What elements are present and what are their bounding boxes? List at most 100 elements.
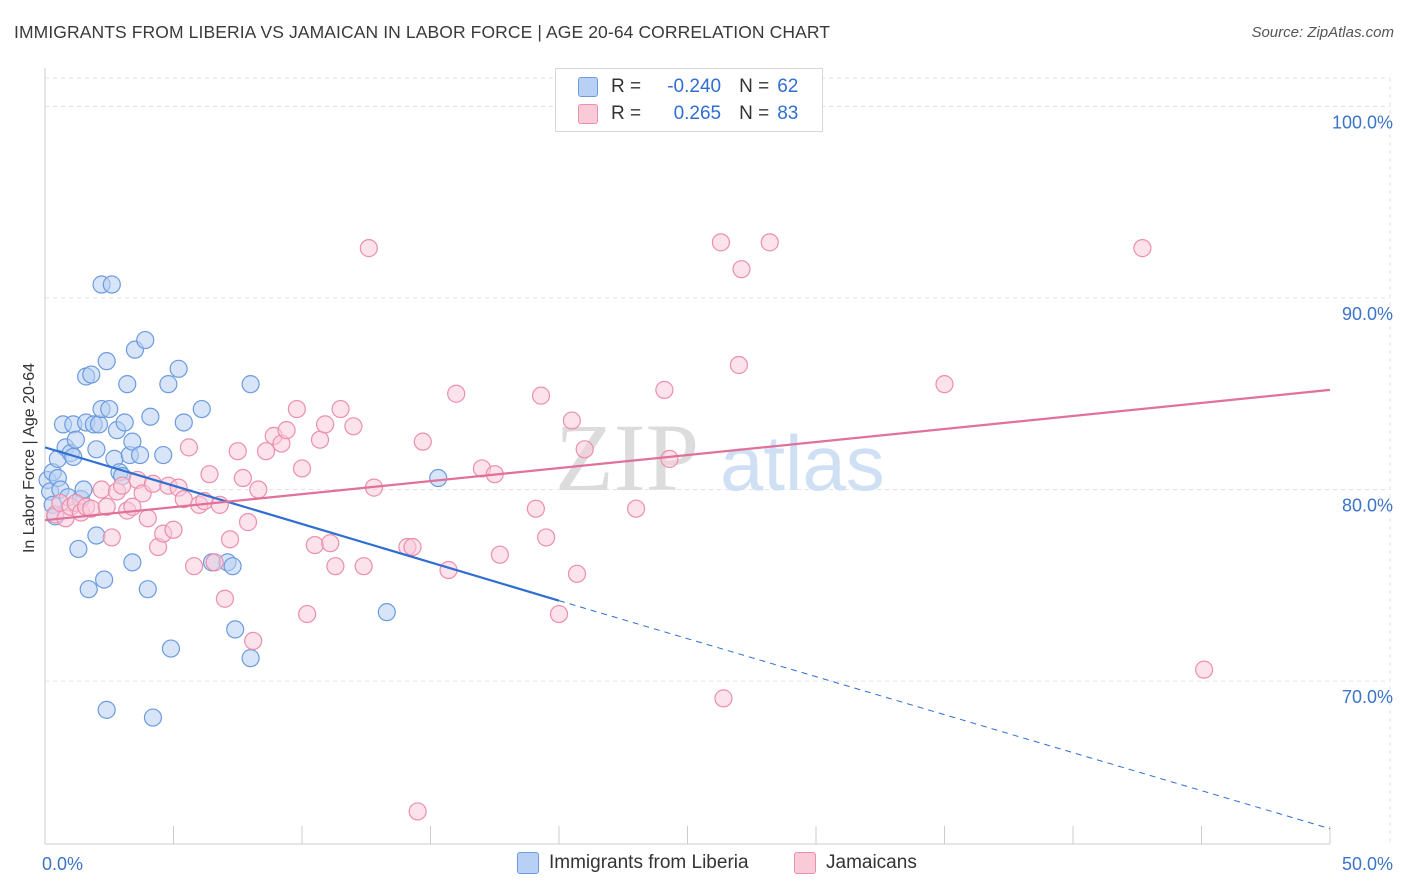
source-label: Source: ZipAtlas.com [1251,24,1394,41]
liberia-point [97,700,116,719]
liberia-point [192,399,211,419]
liberia-n-value: 62 [777,76,799,97]
liberia-point [241,375,260,394]
jamaicans-point [413,432,432,451]
y-tick-label: 80.0% [1342,496,1393,516]
jamaicans-point [292,459,312,478]
jamaicans-point [326,557,345,576]
jamaicans-point [344,417,363,436]
jamaicans-r-value: 0.265 [673,103,722,124]
jamaicans-point [732,260,751,279]
data-points [38,233,1214,821]
legend-item-liberia[interactable]: Immigrants from Liberia [517,852,749,874]
stats-row-liberia: R = -0.240 N = 62 [578,74,798,100]
liberia-legend-swatch [517,852,539,874]
jamaicans-point [729,355,749,375]
jamaicans-trend-line [44,388,1331,522]
legend-label-liberia: Immigrants from Liberia [549,852,749,873]
n-label: N = [739,76,770,97]
jamaicans-point [490,545,509,564]
liberia-point [377,603,396,622]
stats-legend: R = -0.240 N = 62 R = 0.265 N = 83 [555,68,823,132]
jamaicans-point [626,499,646,518]
jamaicans-point [359,239,378,258]
liberia-point [82,365,101,384]
jamaicans-point [562,411,581,430]
liberia-point [174,413,193,432]
jamaicans-point [354,557,373,576]
jamaicans-point [403,537,422,557]
jamaicans-point [249,480,268,499]
liberia-point [159,375,178,394]
jamaicans-point [256,442,276,461]
jamaicans-point [220,530,240,549]
jamaicans-point [164,520,183,539]
chart-title: IMMIGRANTS FROM LIBERIA VS JAMAICAN IN L… [14,22,831,42]
jamaicans-point [711,233,731,252]
jamaicans-swatch [578,104,598,124]
y-tick-label: 100.0% [1332,112,1393,132]
jamaicans-point [408,802,427,821]
jamaicans-point [567,564,587,583]
jamaicans-point [714,689,733,708]
liberia-point [79,580,98,599]
jamaicans-point [228,442,247,461]
jamaicans-point [1194,660,1214,679]
r-label: R = [611,76,642,97]
jamaicans-point [316,415,335,434]
stats-row-jamaicans: R = 0.265 N = 83 [578,101,798,127]
jamaicans-point [526,499,545,518]
liberia-point [115,413,134,432]
jamaicans-point [321,534,340,553]
liberia-point [429,468,448,488]
liberia-point [226,620,245,639]
liberia-point [136,330,155,350]
jamaicans-point [179,438,199,457]
liberia-point [169,359,188,378]
liberia-trend-line [44,446,560,602]
liberia-point [130,445,150,465]
jamaicans-point [549,604,569,624]
tick-labels: 70.0% 80.0% 90.0% 100.0% 0.0% 50.0% [42,112,1393,874]
jamaicans-point [287,399,306,419]
liberia-swatch [578,77,598,97]
x-tick-label: 50.0% [1342,854,1393,874]
liberia-point [141,407,160,426]
liberia-point [161,639,181,658]
trend-lines [44,388,1331,830]
jamaicans-point [200,465,219,484]
jamaicans-point [277,421,296,440]
y-axis-label: In Labor Force | Age 20-64 [21,363,38,553]
n-label: N = [739,103,770,124]
jamaicans-point [97,497,116,516]
watermark-atlas: atlas [720,419,885,507]
liberia-point [241,649,260,668]
liberia-point [69,539,88,559]
liberia-point [123,432,142,451]
jamaicans-n-value: 83 [777,103,799,124]
legend-item-jamaicans[interactable]: Jamaicans [794,852,917,874]
grid-lines [45,77,1391,844]
jamaicans-point [537,528,556,547]
jamaicans-point [447,384,466,403]
liberia-point [138,580,157,599]
jamaicans-point [298,604,317,624]
liberia-point [154,445,173,465]
jamaicans-point [233,468,252,488]
jamaicans-point [112,476,132,495]
jamaicans-point [238,513,258,532]
liberia-point [100,399,119,419]
r-label: R = [611,103,642,124]
jamaicans-point [215,589,234,608]
liberia-point [118,375,137,394]
liberia-point [87,440,106,459]
liberia-point [66,430,85,449]
jamaicans-point [660,449,679,468]
jamaicans-point [331,399,350,419]
y-tick-label: 70.0% [1342,687,1393,707]
legend-label-jamaicans: Jamaicans [826,852,917,873]
liberia-point [102,275,121,294]
jamaicans-point [935,375,954,394]
jamaicans-point [575,440,594,459]
